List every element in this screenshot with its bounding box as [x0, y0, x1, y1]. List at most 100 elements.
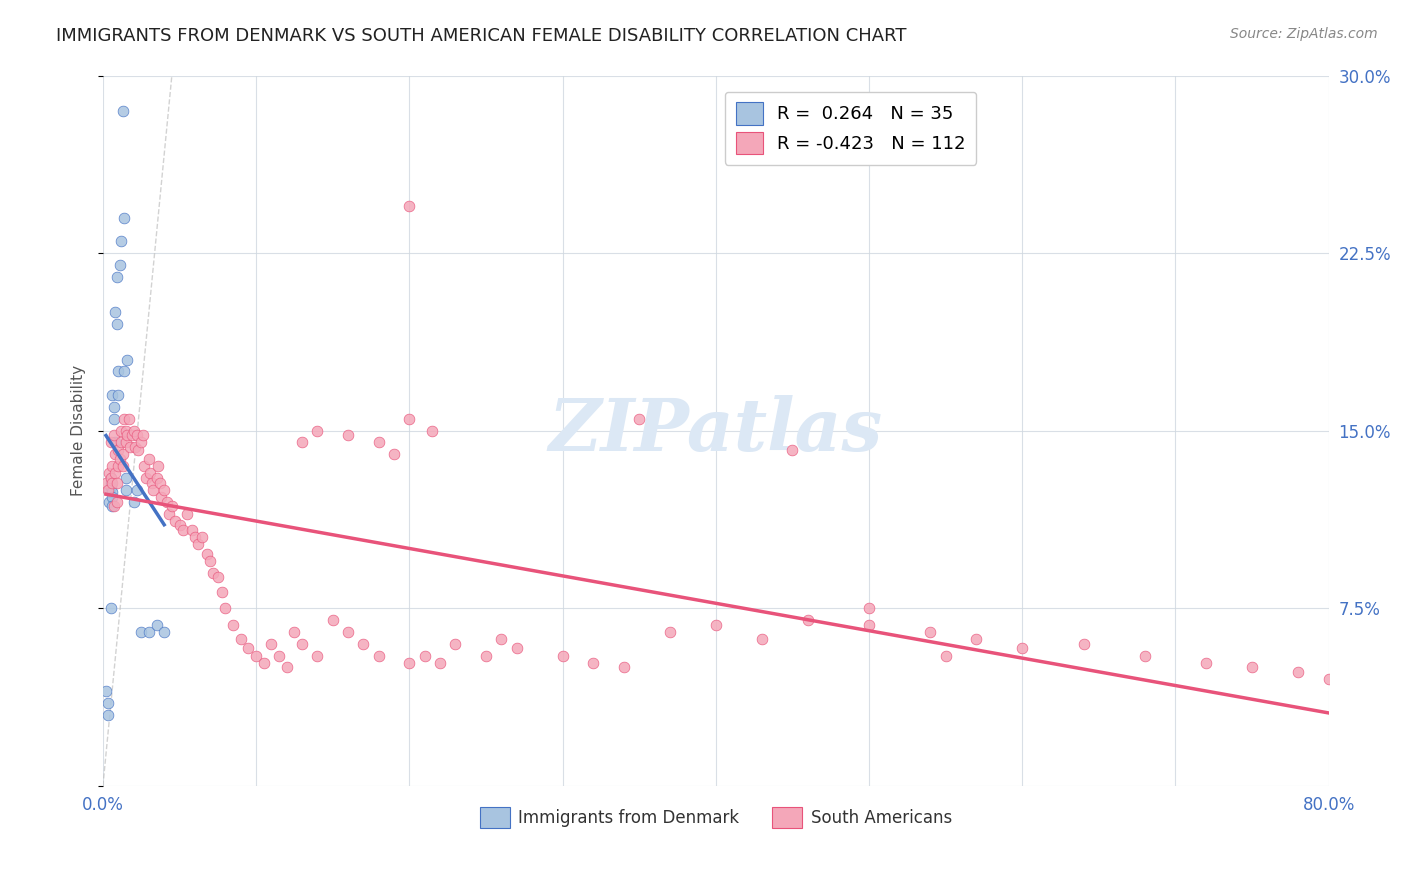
Point — [112, 412, 135, 426]
Point — [307, 424, 329, 438]
Point — [107, 459, 129, 474]
Point — [107, 364, 129, 378]
Point — [1011, 641, 1033, 656]
Point — [110, 234, 132, 248]
Point — [138, 452, 160, 467]
Point — [96, 483, 118, 497]
Text: ZIPatlas: ZIPatlas — [548, 395, 883, 467]
Point — [100, 435, 122, 450]
Y-axis label: Female Disability: Female Disability — [72, 365, 86, 496]
Point — [101, 388, 124, 402]
Point — [505, 641, 527, 656]
Point — [122, 494, 145, 508]
Point — [107, 442, 129, 457]
Point — [398, 412, 420, 426]
Point — [413, 648, 436, 663]
Point — [149, 475, 172, 490]
Point — [103, 400, 125, 414]
Point — [146, 459, 169, 474]
Point — [1286, 665, 1309, 680]
Point — [139, 467, 162, 481]
Point — [337, 624, 360, 639]
Point — [122, 424, 145, 438]
Point — [398, 199, 420, 213]
Point — [153, 483, 176, 497]
Point — [138, 624, 160, 639]
Point — [124, 440, 146, 454]
Point — [582, 656, 605, 670]
Point — [180, 523, 202, 537]
Point — [104, 447, 127, 461]
Point — [444, 637, 467, 651]
Point — [105, 494, 128, 508]
Point — [291, 435, 314, 450]
Point — [1073, 637, 1095, 651]
Point — [108, 258, 131, 272]
Point — [260, 637, 283, 651]
Point — [115, 471, 138, 485]
Point — [98, 467, 121, 481]
Point — [222, 617, 245, 632]
Point — [117, 428, 139, 442]
Point — [751, 632, 773, 646]
Point — [307, 648, 329, 663]
Point — [352, 637, 374, 651]
Point — [1241, 660, 1264, 674]
Text: IMMIGRANTS FROM DENMARK VS SOUTH AMERICAN FEMALE DISABILITY CORRELATION CHART: IMMIGRANTS FROM DENMARK VS SOUTH AMERICA… — [56, 27, 907, 45]
Point — [100, 475, 122, 490]
Point — [475, 648, 498, 663]
Point — [115, 435, 138, 450]
Point — [121, 428, 143, 442]
Point — [117, 352, 139, 367]
Point — [858, 617, 880, 632]
Point — [398, 656, 420, 670]
Point — [103, 500, 125, 514]
Point — [191, 530, 214, 544]
Point — [94, 475, 117, 490]
Point — [935, 648, 957, 663]
Point — [96, 696, 118, 710]
Point — [120, 440, 142, 454]
Point — [132, 428, 155, 442]
Point — [269, 648, 291, 663]
Point — [142, 483, 165, 497]
Point — [238, 641, 260, 656]
Point — [115, 483, 138, 497]
Point — [276, 660, 298, 674]
Point — [382, 447, 405, 461]
Point — [104, 305, 127, 319]
Point — [172, 523, 194, 537]
Point — [129, 435, 152, 450]
Point — [337, 428, 360, 442]
Point — [107, 388, 129, 402]
Point — [551, 648, 574, 663]
Point — [105, 317, 128, 331]
Point — [115, 424, 138, 438]
Point — [658, 624, 681, 639]
Point — [367, 648, 389, 663]
Point — [782, 442, 804, 457]
Point — [150, 490, 173, 504]
Point — [214, 601, 236, 615]
Point — [207, 570, 229, 584]
Point — [101, 459, 124, 474]
Point — [858, 601, 880, 615]
Point — [100, 471, 122, 485]
Point — [169, 518, 191, 533]
Point — [111, 103, 134, 118]
Point — [1195, 656, 1218, 670]
Point — [176, 507, 198, 521]
Point — [101, 490, 124, 504]
Point — [105, 269, 128, 284]
Point — [125, 483, 148, 497]
Point — [100, 471, 122, 485]
Point — [187, 537, 209, 551]
Point — [796, 613, 818, 627]
Point — [134, 459, 156, 474]
Point — [322, 613, 344, 627]
Point — [96, 707, 118, 722]
Point — [253, 656, 276, 670]
Point — [104, 467, 127, 481]
Point — [420, 424, 443, 438]
Point — [101, 500, 124, 514]
